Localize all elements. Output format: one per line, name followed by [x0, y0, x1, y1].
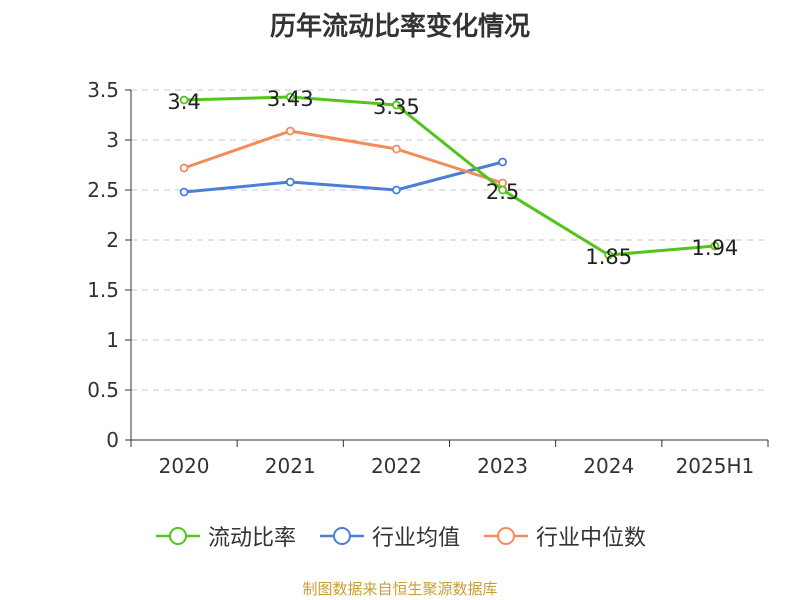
x-tick-label: 2021	[265, 454, 316, 478]
data-point	[392, 100, 401, 110]
legend-item-current-ratio[interactable]: 流动比率	[154, 520, 296, 552]
y-tick-label: 1	[106, 328, 119, 352]
chart-title: 历年流动比率变化情况	[269, 12, 530, 42]
data-point	[179, 95, 189, 105]
legend-label: 行业中位数	[536, 526, 647, 551]
x-tick-label: 2020	[159, 454, 210, 478]
series-line	[183, 129, 504, 185]
legend-label: 行业均值	[371, 526, 460, 551]
x-tick-label: 2024	[583, 454, 634, 478]
legend-marker-orange	[484, 527, 528, 545]
y-tick-label: 3	[106, 128, 119, 152]
data-point	[179, 163, 189, 173]
y-tick-label: 3.5	[87, 78, 119, 102]
data-point	[285, 177, 295, 187]
data-label: 3.43	[267, 87, 314, 111]
data-point	[285, 92, 295, 102]
y-tick-label: 0.5	[87, 378, 119, 402]
data-point	[392, 185, 401, 195]
data-point	[604, 250, 614, 260]
grid-lines	[131, 89, 768, 391]
axes: 0 0.5 1 1.5 2 2.5 3 3.5 2020 2021 2022 2023 2024 2025…	[87, 78, 769, 478]
data-point	[498, 185, 507, 195]
data-label: 1.94	[692, 236, 739, 260]
data-point	[392, 144, 401, 154]
data-labels: 3.4 3.43 3.35 2.5 1.85 1.94	[167, 87, 738, 269]
data-label: 1.85	[585, 245, 632, 269]
series-line	[183, 160, 503, 194]
y-tick-label: 2.5	[87, 178, 119, 202]
legend-marker-green	[155, 527, 200, 545]
y-tick-label: 0	[106, 428, 119, 452]
data-label: 3.35	[373, 95, 420, 119]
data-label: 3.4	[167, 90, 200, 114]
series-lines	[179, 92, 720, 260]
legend-item-industry-median[interactable]: 行业中位数	[482, 520, 646, 552]
legend-marker-blue	[319, 527, 364, 545]
data-point	[285, 126, 295, 136]
data-point	[179, 187, 189, 197]
y-tick-label: 2	[106, 228, 119, 252]
x-tick-label: 2022	[371, 454, 422, 478]
x-tick-label: 2023	[477, 454, 528, 478]
data-point	[498, 157, 507, 167]
source-note: 制图数据来自恒生聚源数据库	[302, 580, 498, 598]
series-line	[184, 95, 716, 257]
y-tick-label: 1.5	[87, 278, 119, 302]
legend: 流动比率 行业均值 行业中位数	[0, 520, 800, 552]
data-label: 2.5	[486, 180, 519, 204]
legend-label: 流动比率	[207, 526, 296, 551]
data-point	[710, 241, 720, 251]
legend-item-industry-mean[interactable]: 行业均值	[318, 520, 460, 552]
x-tick-label: 2025H1	[676, 454, 755, 478]
